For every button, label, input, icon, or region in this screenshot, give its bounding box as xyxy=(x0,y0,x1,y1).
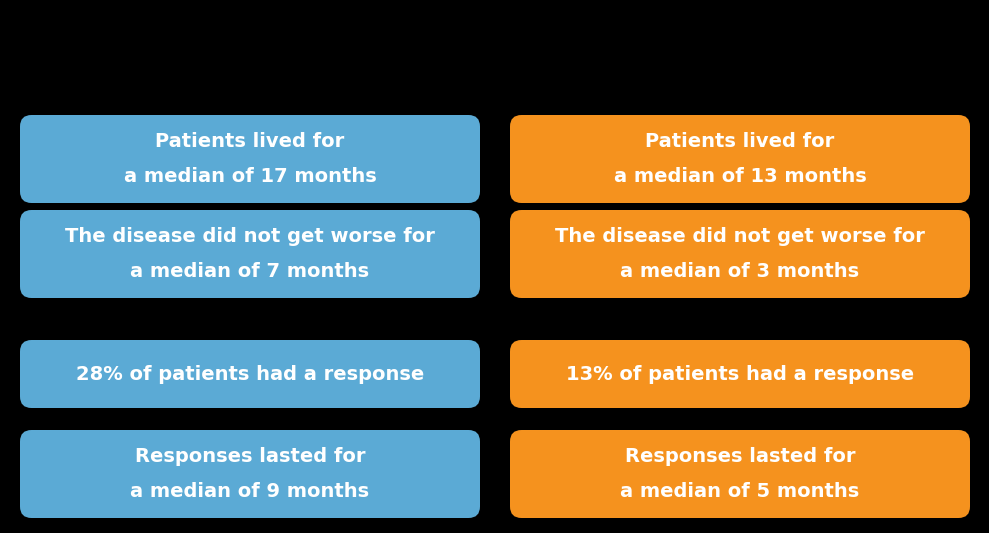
FancyBboxPatch shape xyxy=(510,430,970,518)
Text: a median of 13 months: a median of 13 months xyxy=(613,167,866,186)
Text: a median of 17 months: a median of 17 months xyxy=(124,167,377,186)
FancyBboxPatch shape xyxy=(20,210,480,298)
Text: Patients lived for: Patients lived for xyxy=(155,132,344,151)
Text: 13% of patients had a response: 13% of patients had a response xyxy=(566,365,914,384)
FancyBboxPatch shape xyxy=(20,115,480,203)
FancyBboxPatch shape xyxy=(510,340,970,408)
Text: a median of 5 months: a median of 5 months xyxy=(620,482,859,501)
Text: Responses lasted for: Responses lasted for xyxy=(625,447,855,466)
Text: The disease did not get worse for: The disease did not get worse for xyxy=(555,227,925,246)
FancyBboxPatch shape xyxy=(20,430,480,518)
Text: 28% of patients had a response: 28% of patients had a response xyxy=(76,365,424,384)
Text: a median of 3 months: a median of 3 months xyxy=(620,262,859,281)
Text: The disease did not get worse for: The disease did not get worse for xyxy=(65,227,435,246)
Text: a median of 7 months: a median of 7 months xyxy=(131,262,370,281)
FancyBboxPatch shape xyxy=(510,210,970,298)
FancyBboxPatch shape xyxy=(20,340,480,408)
Text: a median of 9 months: a median of 9 months xyxy=(131,482,370,501)
Text: Patients lived for: Patients lived for xyxy=(646,132,835,151)
Text: Responses lasted for: Responses lasted for xyxy=(135,447,365,466)
FancyBboxPatch shape xyxy=(510,115,970,203)
